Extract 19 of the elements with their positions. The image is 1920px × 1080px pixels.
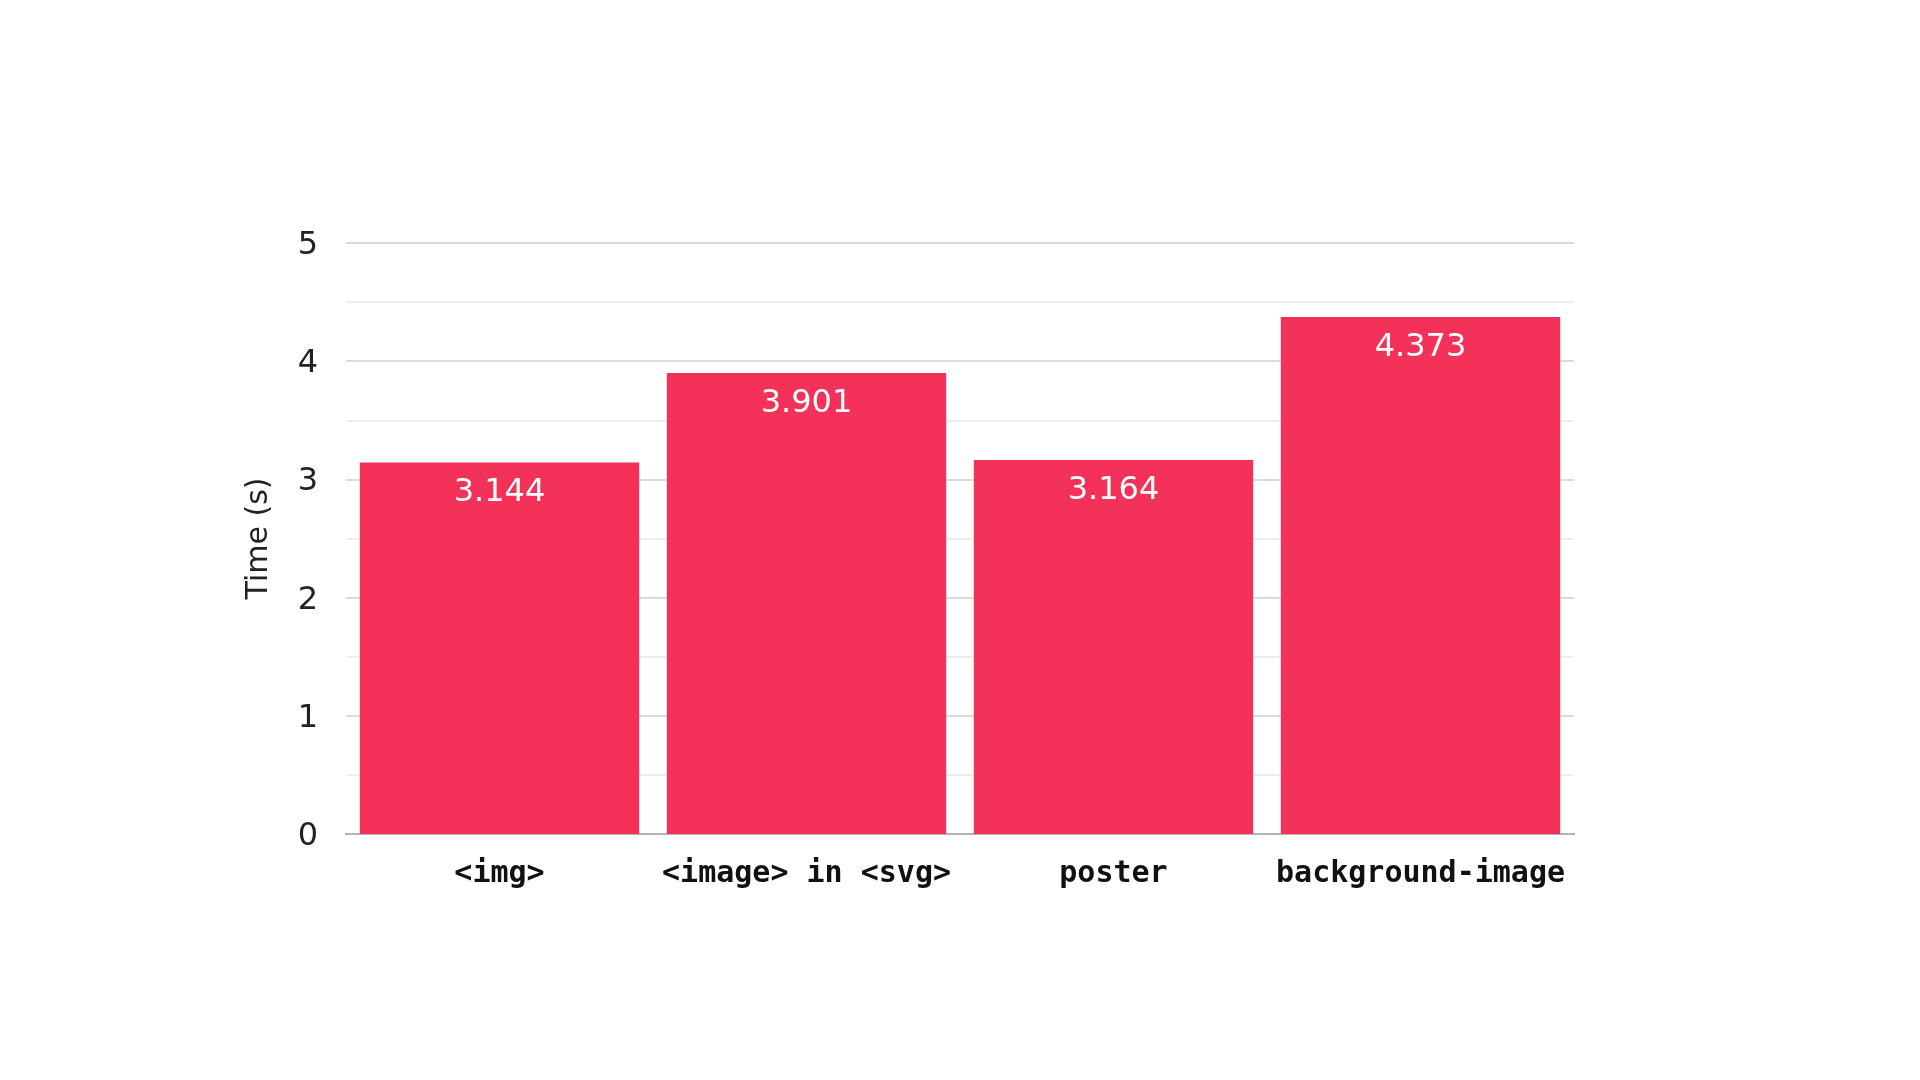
data-label: 4.373 bbox=[1374, 326, 1467, 365]
bar bbox=[1280, 317, 1561, 834]
y-tick-label: 0 bbox=[297, 815, 318, 853]
y-tick-label: 3 bbox=[297, 460, 318, 499]
x-tick-label: background-image bbox=[1276, 853, 1565, 889]
x-tick-label: poster bbox=[1059, 853, 1168, 889]
data-label: 3.164 bbox=[1067, 469, 1160, 508]
y-tick-label: 5 bbox=[297, 224, 318, 262]
x-tick-label: <img> bbox=[454, 853, 545, 889]
data-label: 3.901 bbox=[760, 381, 853, 420]
y-tick-label: 4 bbox=[297, 342, 318, 381]
x-tick-label: <image> in <svg> bbox=[662, 853, 951, 889]
bar bbox=[359, 462, 640, 834]
bar bbox=[666, 372, 947, 834]
data-label: 3.144 bbox=[453, 471, 546, 510]
y-tick-label: 2 bbox=[297, 578, 318, 617]
y-axis-title: Time (s) bbox=[238, 477, 274, 601]
y-tick-label: 1 bbox=[297, 696, 318, 735]
bar bbox=[973, 460, 1254, 834]
